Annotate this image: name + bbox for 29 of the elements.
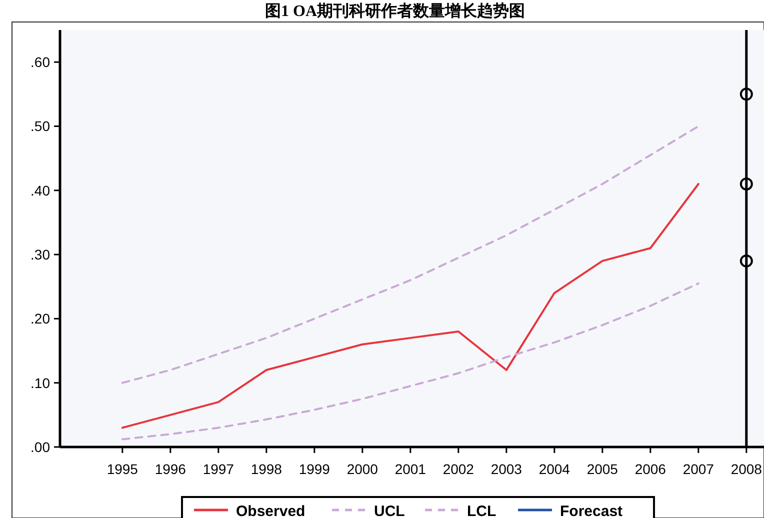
x-tick-label: 1997 bbox=[202, 461, 234, 477]
y-tick-label: .50 bbox=[30, 118, 50, 134]
legend-label: Forecast bbox=[560, 503, 623, 518]
x-tick-label: 1995 bbox=[106, 461, 138, 477]
y-tick-label: .40 bbox=[30, 182, 50, 198]
line-series bbox=[121, 182, 700, 429]
y-tick-label: .60 bbox=[30, 54, 50, 70]
x-tick-label: 2001 bbox=[394, 461, 426, 477]
x-tick-label: 2006 bbox=[634, 461, 666, 477]
y-tick-label: .30 bbox=[30, 246, 50, 263]
y-tick-label: .10 bbox=[30, 374, 50, 391]
chart-title: 图1 OA期刊科研作者数量增长趋势图 bbox=[265, 2, 525, 20]
legend-label: LCL bbox=[467, 503, 496, 518]
x-tick-label: 1998 bbox=[250, 461, 282, 477]
x-tick-label: 2003 bbox=[490, 461, 522, 477]
legend-label: Observed bbox=[236, 503, 306, 518]
y-tick-label: .00 bbox=[30, 439, 50, 455]
x-tick-label: 2008 bbox=[730, 461, 762, 477]
y-tick-label: .20 bbox=[30, 310, 50, 327]
x-tick-label: 2007 bbox=[682, 461, 714, 477]
x-tick-label: 1999 bbox=[298, 461, 330, 477]
line-series bbox=[121, 125, 700, 384]
legend-label: UCL bbox=[374, 503, 405, 518]
x-tick-label: 1996 bbox=[154, 461, 186, 477]
x-tick-label: 2002 bbox=[442, 461, 474, 477]
line-series bbox=[121, 282, 700, 440]
x-tick-label: 2000 bbox=[346, 461, 378, 477]
x-tick-label: 2005 bbox=[586, 461, 618, 477]
x-tick-label: 2004 bbox=[538, 461, 570, 477]
